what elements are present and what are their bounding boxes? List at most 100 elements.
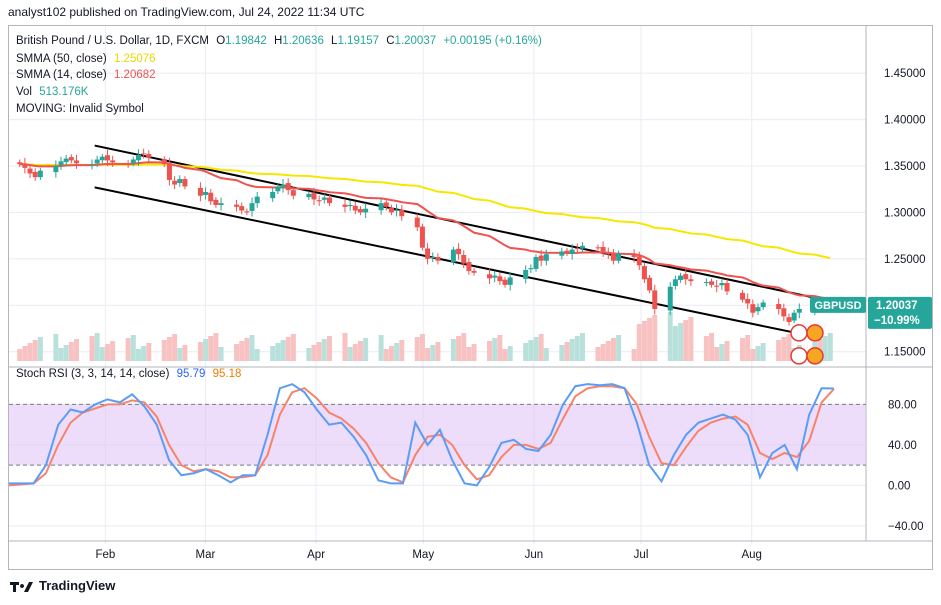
candle-body[interactable] [435, 257, 441, 261]
candle-body[interactable] [688, 279, 694, 282]
candle-body[interactable] [218, 203, 224, 205]
candle-body[interactable] [352, 205, 358, 211]
candle-body[interactable] [166, 163, 172, 180]
candle-body[interactable] [94, 159, 100, 164]
candle-body[interactable] [492, 275, 498, 278]
candle-body[interactable] [254, 196, 260, 204]
price-chart[interactable]: 1.45000 1.40000 1.35000 1.30000 1.25000 1.200… [9, 26, 932, 569]
candle-body[interactable] [146, 153, 152, 158]
volume-legend[interactable]: Vol 513.176K [16, 86, 88, 98]
candle-body[interactable] [425, 248, 431, 259]
candle-body[interactable] [130, 159, 136, 164]
candle-body[interactable] [32, 171, 38, 178]
candle-body[interactable] [595, 247, 601, 249]
candle-body[interactable] [719, 283, 725, 286]
candle-body[interactable] [141, 153, 147, 155]
us-flag-icon[interactable] [790, 347, 808, 365]
candle-body[interactable] [213, 199, 219, 205]
candle-body[interactable] [672, 279, 678, 286]
candle-body[interactable] [533, 257, 539, 269]
candle-body[interactable] [290, 190, 296, 196]
uk-flag-icon[interactable] [790, 324, 808, 342]
candle-body[interactable] [781, 308, 787, 317]
candle-body[interactable] [27, 168, 33, 174]
candle-body[interactable] [760, 302, 766, 308]
candle-body[interactable] [714, 285, 720, 287]
moving-legend[interactable]: MOVING: Invalid Symbol [16, 103, 144, 115]
candle-body[interactable] [239, 206, 245, 211]
candle-body[interactable] [378, 203, 384, 211]
candle-body[interactable] [430, 257, 436, 258]
candle-body[interactable] [182, 179, 188, 187]
candle-body[interactable] [745, 298, 751, 304]
candle-body[interactable] [347, 205, 353, 207]
candle-body[interactable] [786, 317, 792, 322]
smma50-legend[interactable]: SMMA (50, close) 1.25076 [16, 53, 156, 65]
candle-body[interactable] [316, 200, 322, 202]
candle-body[interactable] [574, 248, 580, 250]
candle-body[interactable] [523, 270, 529, 279]
candle-body[interactable] [740, 292, 746, 300]
candle-body[interactable] [559, 251, 565, 256]
candle-body[interactable] [135, 154, 141, 161]
candle-body[interactable] [17, 162, 23, 165]
candle-body[interactable] [244, 211, 250, 213]
channel-lower-line[interactable] [94, 186, 820, 339]
candle-body[interactable] [631, 254, 637, 257]
candle-body[interactable] [342, 204, 348, 207]
candle-body[interactable] [388, 207, 394, 213]
candle-body[interactable] [450, 249, 456, 263]
candle-body[interactable] [755, 307, 761, 312]
candle-body[interactable] [311, 193, 317, 200]
candle-body[interactable] [53, 166, 59, 173]
candle-body[interactable] [306, 193, 312, 198]
symbol-title[interactable]: British Pound / U.S. Dollar, 1D, FXCM [16, 35, 210, 47]
candle-body[interactable] [357, 209, 363, 213]
candle-body[interactable] [383, 202, 389, 207]
candle-body[interactable] [326, 197, 332, 204]
candle-body[interactable] [203, 192, 209, 195]
candle-body[interactable] [652, 290, 658, 309]
stoch-d-line[interactable] [9, 385, 835, 487]
candle-body[interactable] [466, 262, 472, 271]
candle-body[interactable] [104, 155, 110, 161]
candle-body[interactable] [678, 275, 684, 281]
candle-body[interactable] [234, 204, 240, 207]
candle-body[interactable] [750, 304, 756, 313]
candle-body[interactable] [796, 309, 802, 313]
candle-body[interactable] [414, 217, 420, 228]
us-flag-icon[interactable] [806, 347, 824, 365]
candle-body[interactable] [543, 254, 549, 261]
candle-body[interactable] [68, 157, 74, 161]
candle-body[interactable] [399, 209, 405, 217]
candle-body[interactable] [22, 163, 28, 168]
candle-body[interactable] [110, 160, 116, 163]
candle-body[interactable] [605, 252, 611, 255]
candle-body[interactable] [703, 282, 709, 284]
footer-brand[interactable]: TradingView [39, 578, 116, 593]
candle-body[interactable] [683, 274, 689, 280]
candle-body[interactable] [502, 279, 508, 285]
candle-body[interactable] [528, 268, 534, 270]
candle-body[interactable] [456, 248, 462, 255]
candle-body[interactable] [616, 253, 622, 261]
candle-body[interactable] [99, 156, 105, 161]
candle-body[interactable] [280, 184, 286, 188]
candle-body[interactable] [667, 286, 673, 311]
candle-body[interactable] [394, 209, 400, 211]
candle-body[interactable] [363, 208, 369, 213]
candle-body[interactable] [285, 183, 291, 191]
smma50-line[interactable] [19, 163, 831, 260]
smma14-legend[interactable]: SMMA (14, close) 1.20682 [16, 69, 156, 81]
smma14-line[interactable] [19, 161, 831, 300]
candle-body[interactable] [37, 170, 43, 178]
candle-body[interactable] [208, 192, 214, 202]
candle-body[interactable] [636, 256, 642, 266]
candle-body[interactable] [647, 277, 653, 291]
candle-body[interactable] [321, 197, 327, 200]
candle-body[interactable] [197, 187, 203, 196]
candle-body[interactable] [461, 254, 467, 264]
candle-body[interactable] [507, 277, 513, 285]
candle-body[interactable] [579, 245, 585, 249]
candle-body[interactable] [58, 161, 64, 166]
